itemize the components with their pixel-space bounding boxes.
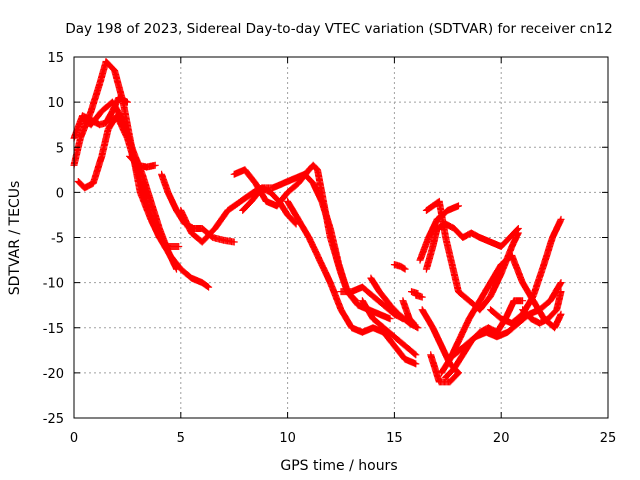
series-arc1 bbox=[70, 58, 183, 250]
data-markers bbox=[487, 215, 565, 327]
series-arc11 bbox=[337, 283, 407, 323]
y-tick-label: 0 bbox=[56, 186, 64, 201]
series-arc22 bbox=[427, 351, 462, 386]
series-arc3 bbox=[74, 112, 213, 291]
data-markers bbox=[81, 98, 180, 273]
y-tick-label: -10 bbox=[43, 277, 64, 292]
data-markers bbox=[337, 283, 407, 323]
series-arc17 bbox=[412, 291, 426, 301]
y-tick-label: -5 bbox=[51, 232, 64, 247]
x-tick-label: 0 bbox=[70, 431, 78, 446]
series-arc15 bbox=[399, 297, 418, 327]
data-markers bbox=[358, 297, 420, 359]
y-tick-label: 5 bbox=[56, 141, 64, 156]
data-markers bbox=[74, 112, 213, 291]
chart-title: Day 198 of 2023, Sidereal Day-to-day VTE… bbox=[65, 21, 612, 37]
x-tick-label: 15 bbox=[386, 431, 403, 446]
y-tick-label: 15 bbox=[47, 51, 64, 66]
x-tick-label: 10 bbox=[279, 431, 296, 446]
data-markers bbox=[519, 288, 565, 327]
y-tick-label: 10 bbox=[47, 96, 64, 111]
data-markers bbox=[284, 197, 420, 368]
x-tick-label: 20 bbox=[493, 431, 510, 446]
series-arc12 bbox=[358, 297, 420, 359]
grid-lines bbox=[74, 57, 608, 418]
series-arc25 bbox=[450, 279, 565, 359]
series-arc26 bbox=[487, 215, 565, 327]
series-arc24 bbox=[442, 297, 527, 381]
data-markers bbox=[158, 170, 238, 246]
series-arc5 bbox=[126, 152, 159, 171]
y-tick-label: -15 bbox=[43, 322, 64, 337]
data-markers bbox=[390, 261, 409, 273]
data-markers bbox=[126, 152, 159, 171]
series-arc4 bbox=[81, 98, 180, 273]
data-markers bbox=[450, 279, 565, 359]
axis-ticks: 0 5 10 15 20 25 -25 -20 -15 -10 -5 0 5 10 15 bbox=[43, 51, 617, 446]
data-markers bbox=[70, 58, 183, 250]
data-markers bbox=[412, 291, 426, 301]
y-tick-label: -20 bbox=[43, 367, 64, 382]
data-points-layer bbox=[70, 58, 565, 386]
series-arc27 bbox=[519, 288, 565, 327]
series-arc10 bbox=[284, 197, 420, 368]
data-markers bbox=[177, 184, 300, 246]
x-tick-label: 5 bbox=[177, 431, 185, 446]
series-arc13 bbox=[390, 261, 409, 273]
x-axis-label: GPS time / hours bbox=[280, 458, 397, 474]
data-markers bbox=[442, 297, 527, 381]
x-tick-label: 25 bbox=[600, 431, 617, 446]
y-axis-label: SDTVAR / TECUs bbox=[7, 181, 23, 296]
y-tick-label: -25 bbox=[43, 412, 64, 427]
data-markers bbox=[427, 351, 462, 386]
series-arc6 bbox=[158, 170, 238, 246]
series-arc7 bbox=[177, 184, 300, 246]
data-markers bbox=[399, 297, 418, 327]
